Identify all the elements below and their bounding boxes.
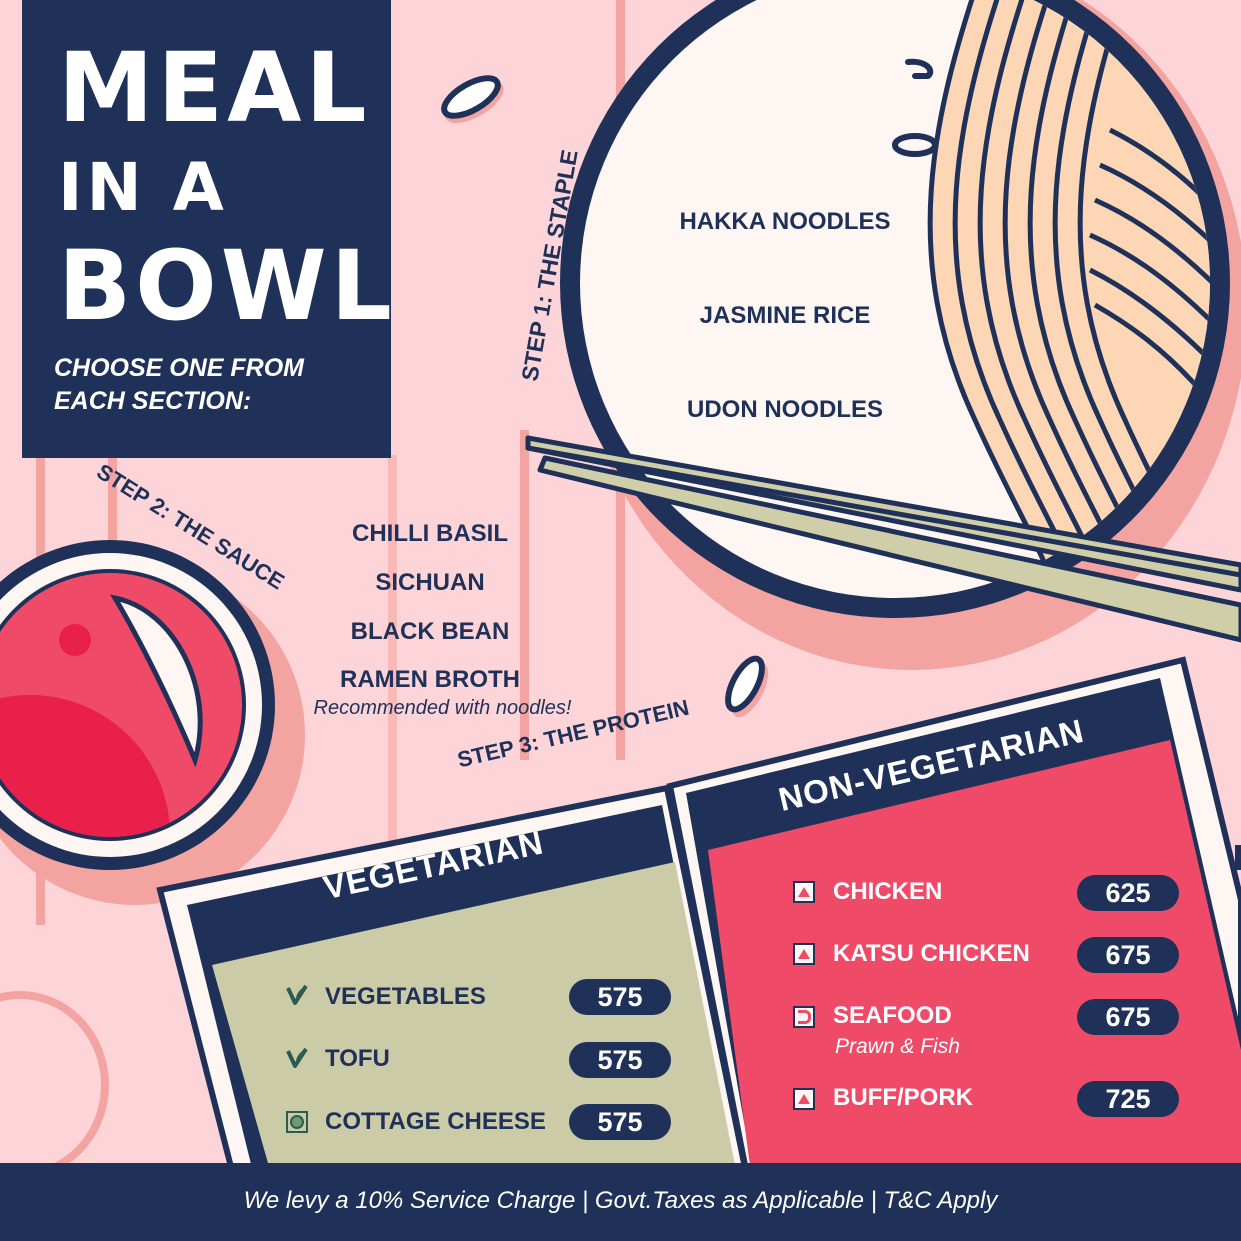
sauce-note: Recommended with noodles!: [313, 697, 572, 719]
subtitle-line-2: EACH SECTION:: [54, 387, 252, 415]
fish-icon: [793, 1006, 815, 1028]
veg-item-price-1: 575: [569, 979, 671, 1015]
nonveg-item-name-4: BUFF/PORK: [833, 1084, 973, 1111]
seafood-note: Prawn & Fish: [835, 1035, 960, 1058]
title-line-2: IN A: [58, 149, 228, 226]
footer-disclaimer: We levy a 10% Service Charge | Govt.Taxe…: [0, 1163, 1241, 1241]
leaf-icon: [285, 983, 309, 1007]
title-line-1: MEAL: [58, 32, 371, 144]
veg-item-name-2: TOFU: [325, 1045, 390, 1072]
nonveg-item-price-4: 725: [1077, 1081, 1179, 1117]
sauce-item-4: RAMEN BROTH: [340, 666, 520, 693]
veg-item-price-3: 575: [569, 1104, 671, 1140]
veg-item-name-1: VEGETABLES: [325, 983, 486, 1010]
nonveg-item-name-2: KATSU CHICKEN: [833, 940, 1030, 967]
staple-item-3: UDON NOODLES: [686, 396, 883, 423]
subtitle-line-1: CHOOSE ONE FROM: [54, 354, 305, 382]
leaf-icon: [285, 1046, 309, 1070]
meat-icon: [793, 943, 815, 965]
sauce-item-1: CHILLI BASIL: [352, 520, 508, 547]
title-line-3: BOWL: [58, 230, 396, 342]
meat-icon: [793, 1088, 815, 1110]
nonveg-item-price-2: 675: [1077, 937, 1179, 973]
nonveg-item-name-1: CHICKEN: [833, 878, 943, 905]
nonveg-item-price-3: 675: [1077, 999, 1179, 1035]
sauce-item-3: BLACK BEAN: [350, 618, 510, 645]
staple-item-2: JASMINE RICE: [699, 302, 871, 329]
nonveg-item-name-3: SEAFOOD: [833, 1002, 952, 1029]
title-panel: MEAL IN A BOWL CHOOSE ONE FROM EACH SECT…: [22, 0, 392, 458]
veg-item-name-3: COTTAGE CHEESE: [325, 1108, 546, 1135]
meat-icon: [793, 881, 815, 903]
cheese-icon: [286, 1111, 308, 1133]
sauce-bowl: [0, 540, 305, 905]
sauce-item-2: SICHUAN: [375, 569, 485, 596]
nonveg-item-price-1: 625: [1077, 875, 1179, 911]
staple-item-1: HAKKA NOODLES: [679, 208, 891, 235]
veg-item-price-2: 575: [569, 1042, 671, 1078]
